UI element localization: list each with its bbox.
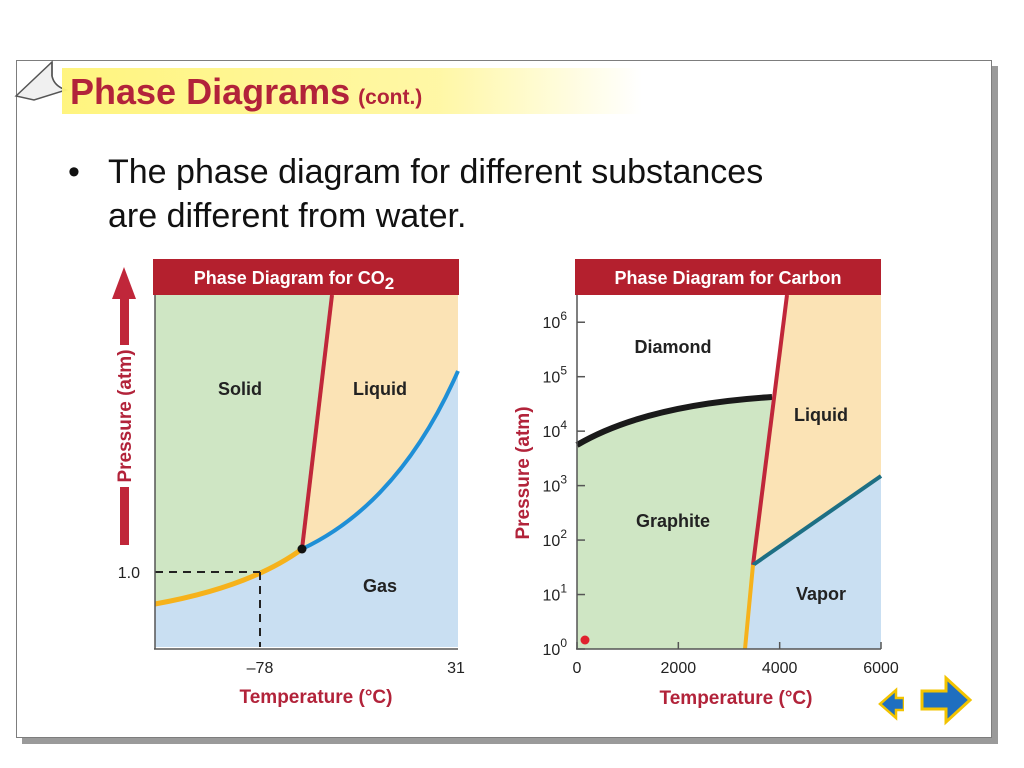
carbon-x-ticks: 0 2000 4000 6000 bbox=[573, 642, 899, 677]
co2-phase-diagram: Pressure (atm) Phase Diagram for CO2 Sol… bbox=[112, 259, 465, 708]
carbon-melting-line bbox=[751, 294, 789, 566]
carbon-normal-conditions-dot bbox=[580, 635, 590, 645]
carbon-ytick-label: 105 bbox=[543, 364, 568, 387]
carbon-xtick-label: 2000 bbox=[661, 660, 697, 677]
co2-melting-line bbox=[300, 294, 334, 550]
pressure-axis-shaft-bottom bbox=[120, 487, 129, 545]
carbon-ytick-label: 102 bbox=[543, 527, 568, 550]
co2-title-text: Phase Diagram for CO bbox=[194, 268, 385, 288]
title-highlight bbox=[62, 68, 642, 114]
carbon-label-graphite: Graphite bbox=[636, 511, 710, 531]
carbon-label-vapor: Vapor bbox=[796, 584, 846, 604]
carbon-diamond-graphite-line bbox=[575, 394, 773, 448]
co2-sublimation-curve bbox=[154, 546, 304, 607]
carbon-label-diamond: Diamond bbox=[634, 337, 711, 357]
next-slide-button[interactable] bbox=[918, 672, 974, 728]
right-arrow-icon bbox=[920, 674, 973, 726]
carbon-ytick-label: 106 bbox=[543, 309, 568, 332]
bullet-list: • The phase diagram for different substa… bbox=[68, 150, 788, 238]
co2-label-solid: Solid bbox=[218, 379, 262, 399]
carbon-vapor-line bbox=[751, 474, 883, 567]
co2-xtick-label: 31 bbox=[447, 660, 465, 677]
co2-ytick-label: 1.0 bbox=[118, 565, 140, 582]
carbon-graphite-region bbox=[577, 397, 772, 649]
carbon-xtick-label: 0 bbox=[573, 660, 582, 677]
carbon-phase-diagram: Phase Diagram for Carbon 100 101 102 103 104… bbox=[513, 259, 899, 709]
slide-title-suffix: (cont.) bbox=[358, 86, 423, 109]
previous-slide-button[interactable] bbox=[874, 684, 904, 724]
carbon-ylabel: Pressure (atm) bbox=[513, 406, 534, 539]
bullet-item: • The phase diagram for different substa… bbox=[68, 150, 788, 238]
carbon-ytick-label: 101 bbox=[543, 582, 568, 605]
bullet-dot: • bbox=[68, 153, 80, 191]
co2-title-subscript: 2 bbox=[385, 274, 394, 293]
carbon-xtick-label: 4000 bbox=[762, 660, 798, 677]
carbon-xlabel: Temperature (°C) bbox=[660, 688, 813, 709]
co2-xtick-label: –78 bbox=[247, 660, 274, 677]
co2-vaporization-curve bbox=[301, 370, 460, 551]
co2-ylabel: Pressure (atm) bbox=[115, 349, 136, 482]
bullet-text: The phase diagram for different substanc… bbox=[108, 153, 764, 235]
co2-label-liquid: Liquid bbox=[353, 379, 407, 399]
carbon-y-ticks: 100 101 102 103 104 105 106 bbox=[543, 309, 585, 659]
slide-title: Phase Diagrams (cont.) bbox=[70, 70, 422, 120]
slide-title-text: Phase Diagrams bbox=[70, 71, 351, 112]
carbon-vapor-region bbox=[745, 476, 881, 649]
pressure-axis-arrowhead bbox=[112, 267, 136, 299]
co2-label-gas: Gas bbox=[363, 576, 397, 596]
co2-liquid-region bbox=[302, 295, 458, 549]
pressure-axis-shaft-top bbox=[120, 299, 129, 345]
carbon-ytick-label: 104 bbox=[543, 418, 568, 441]
co2-triple-point bbox=[297, 544, 307, 554]
carbon-label-liquid: Liquid bbox=[794, 405, 848, 425]
carbon-ytick-label: 103 bbox=[543, 473, 568, 496]
co2-header-bar bbox=[153, 259, 459, 295]
co2-xlabel: Temperature (°C) bbox=[240, 687, 393, 708]
left-arrow-icon bbox=[878, 687, 904, 721]
carbon-sublimation-line bbox=[743, 564, 755, 650]
carbon-chart-title: Phase Diagram for Carbon bbox=[614, 268, 841, 288]
carbon-xtick-label: 6000 bbox=[863, 660, 899, 677]
co2-chart-title: Phase Diagram for CO2 bbox=[194, 268, 395, 293]
carbon-header-bar bbox=[575, 259, 881, 295]
carbon-ytick-label: 100 bbox=[543, 636, 568, 659]
co2-solid-region bbox=[155, 295, 332, 604]
